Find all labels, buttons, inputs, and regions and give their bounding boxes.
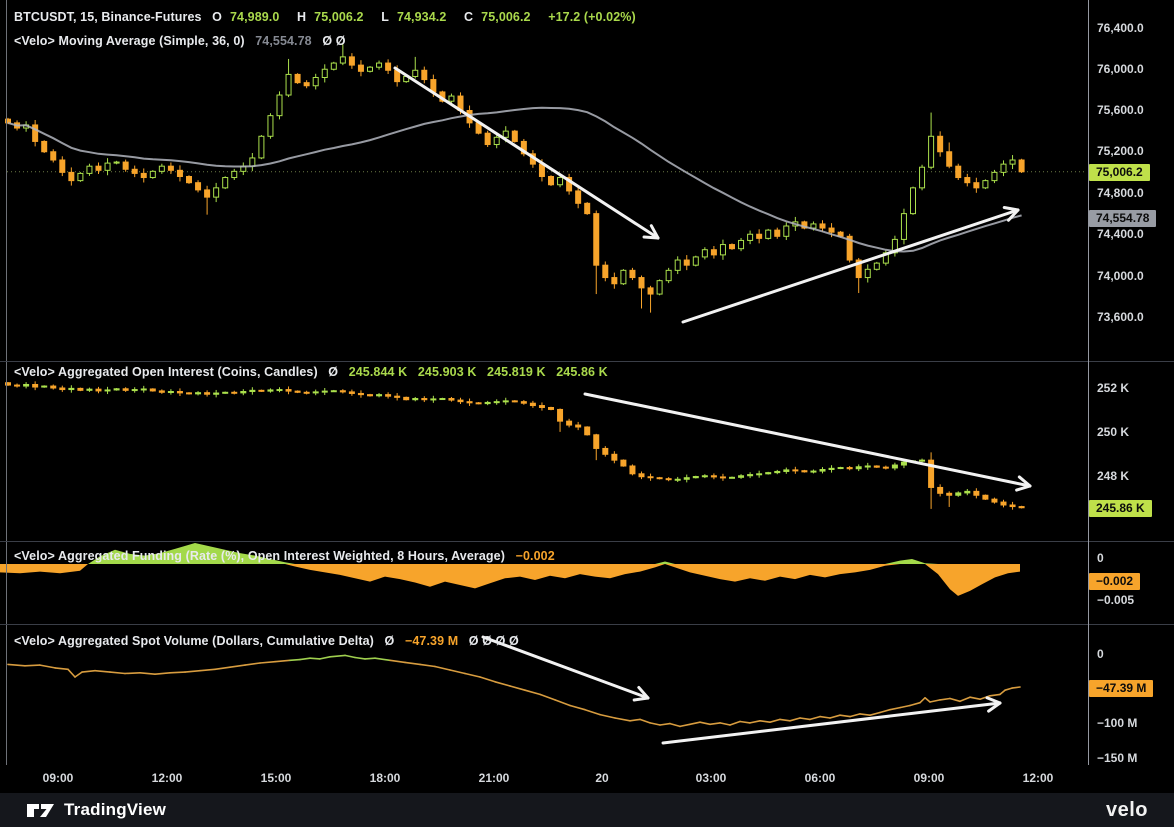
open-interest-tick-label: 252 K bbox=[1097, 381, 1130, 395]
change-value: +17.2 (+0.02%) bbox=[548, 10, 636, 24]
time-tick-label: 20 bbox=[595, 771, 609, 785]
spot-cvd-last-value-badge: −47.39 M bbox=[1089, 680, 1154, 697]
ma-label[interactable]: <Velo> Moving Average (Simple, 36, 0) bbox=[14, 34, 245, 48]
funding-legend-row[interactable]: <Velo> Aggregated Funding (Rate (%), Ope… bbox=[14, 549, 562, 563]
price-tick-label: 74,800.0 bbox=[1097, 186, 1144, 200]
price-tick-label: 76,000.0 bbox=[1097, 62, 1144, 76]
tradingview-logo[interactable]: TradingView bbox=[26, 800, 166, 820]
time-tick-label: 09:00 bbox=[42, 771, 74, 785]
price-tick-label: 75,600.0 bbox=[1097, 103, 1144, 117]
spot-cvd-legend-row[interactable]: <Velo> Aggregated Spot Volume (Dollars, … bbox=[14, 634, 526, 648]
ohlc-close: C 75,006.2 bbox=[464, 10, 531, 24]
oi-value-2: 245.903 K bbox=[417, 365, 477, 379]
spot-cvd-label[interactable]: <Velo> Aggregated Spot Volume (Dollars, … bbox=[14, 634, 374, 648]
time-axis[interactable]: 09:00 12:00 15:00 18:00 21:00 20 03:00 06:00 09:… bbox=[0, 765, 1174, 793]
phi-icons: Ø Ø Ø Ø bbox=[468, 634, 519, 648]
phi-icon: Ø bbox=[384, 634, 395, 648]
symbol-title[interactable]: BTCUSDT, 15, Binance-Futures bbox=[14, 10, 202, 24]
price-tick-label: 75,200.0 bbox=[1097, 144, 1144, 158]
tradingview-wordmark: TradingView bbox=[64, 800, 167, 819]
phi-icon: Ø bbox=[328, 365, 339, 379]
price-tick-label: 74,400.0 bbox=[1097, 227, 1144, 241]
price-scale-divider bbox=[1088, 0, 1089, 765]
symbol-legend-row[interactable]: BTCUSDT, 15, Binance-Futures O 74,989.0 H… bbox=[14, 10, 643, 24]
open-interest-last-value-badge: 245.86 K bbox=[1089, 500, 1152, 517]
ma-phi-icons: Ø Ø bbox=[322, 34, 346, 48]
time-tick-label: 21:00 bbox=[478, 771, 510, 785]
time-tick-label: 03:00 bbox=[695, 771, 727, 785]
panel-divider-2[interactable] bbox=[0, 541, 1174, 542]
funding-last-value-badge: −0.002 bbox=[1089, 573, 1141, 590]
ma-value: 74,554.78 bbox=[255, 34, 312, 48]
open-interest-label[interactable]: <Velo> Aggregated Open Interest (Coins, … bbox=[14, 365, 318, 379]
time-tick-label: 09:00 bbox=[913, 771, 945, 785]
ohlc-open: O 74,989.0 bbox=[212, 10, 280, 24]
funding-tick-label: −0.005 bbox=[1097, 593, 1135, 607]
chart-left-border bbox=[6, 0, 7, 765]
open-interest-legend-row[interactable]: <Velo> Aggregated Open Interest (Coins, … bbox=[14, 365, 615, 379]
price-tick-label: 74,000.0 bbox=[1097, 269, 1144, 283]
time-tick-label: 12:00 bbox=[151, 771, 183, 785]
oi-value-1: 245.844 K bbox=[348, 365, 408, 379]
time-tick-label: 15:00 bbox=[260, 771, 292, 785]
open-interest-tick-label: 248 K bbox=[1097, 469, 1130, 483]
ma-legend-row[interactable]: <Velo> Moving Average (Simple, 36, 0) 74… bbox=[14, 34, 353, 48]
velo-wordmark: velo bbox=[1105, 798, 1148, 821]
panel-divider-3[interactable] bbox=[0, 624, 1174, 625]
time-tick-label: 06:00 bbox=[804, 771, 836, 785]
time-tick-label: 18:00 bbox=[369, 771, 401, 785]
funding-tick-label: 0 bbox=[1097, 551, 1104, 565]
ohlc-low: L 74,934.2 bbox=[381, 10, 447, 24]
spot-cvd-tick-label: −100 M bbox=[1097, 716, 1138, 730]
velo-logo[interactable]: velo bbox=[1106, 799, 1148, 822]
funding-label[interactable]: <Velo> Aggregated Funding (Rate (%), Ope… bbox=[14, 549, 505, 563]
price-last-value-badge: 75,006.2 bbox=[1089, 164, 1150, 181]
oi-value-3: 245.819 K bbox=[487, 365, 546, 379]
time-tick-label: 12:00 bbox=[1022, 771, 1054, 785]
oi-value-4: 245.86 K bbox=[556, 365, 608, 379]
spot-cvd-value: −47.39 M bbox=[404, 634, 459, 648]
funding-value: −0.002 bbox=[515, 549, 555, 563]
price-last-value-badge: 74,554.78 bbox=[1089, 210, 1157, 227]
spot-cvd-tick-label: 0 bbox=[1097, 647, 1104, 661]
tradingview-logo-icon bbox=[27, 803, 54, 817]
price-tick-label: 76,400.0 bbox=[1097, 21, 1144, 35]
price-tick-label: 73,600.0 bbox=[1097, 310, 1144, 324]
chart-canvas[interactable] bbox=[0, 0, 1174, 793]
panel-divider-1[interactable] bbox=[0, 361, 1174, 362]
spot-cvd-tick-label: −150 M bbox=[1097, 751, 1138, 765]
open-interest-tick-label: 250 K bbox=[1097, 425, 1130, 439]
footer-bar: TradingView velo bbox=[0, 793, 1174, 827]
ohlc-high: H 75,006.2 bbox=[297, 10, 364, 24]
